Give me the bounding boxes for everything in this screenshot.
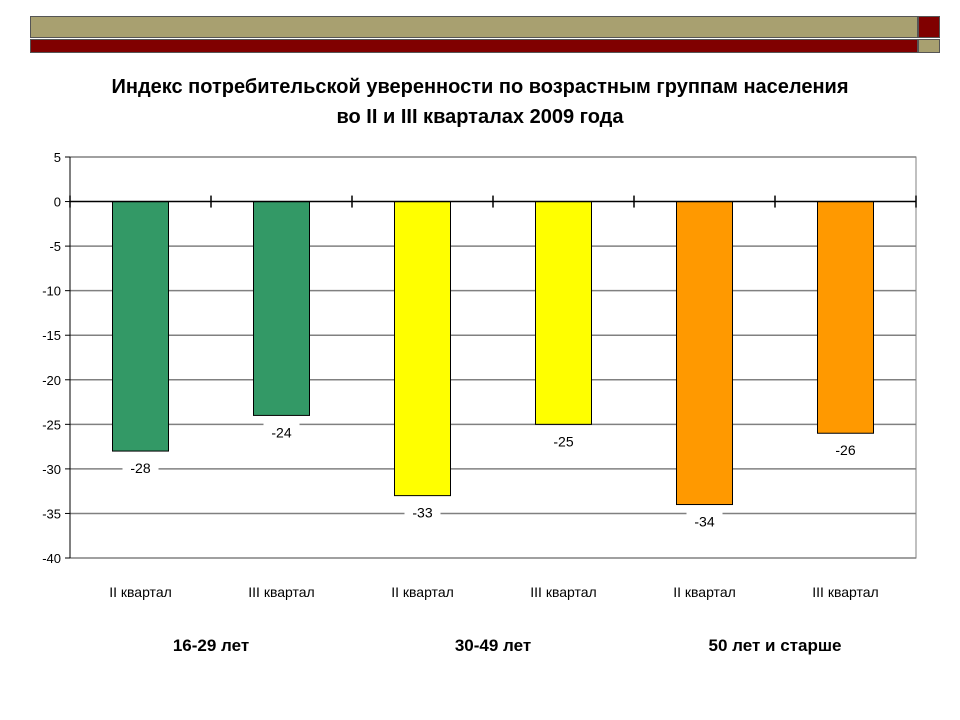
y-tick-label: 5 xyxy=(54,150,61,165)
y-tick-label: -10 xyxy=(42,284,61,299)
bar xyxy=(535,201,592,425)
y-tick-label: -15 xyxy=(42,328,61,343)
bar xyxy=(676,201,733,506)
header-decor-olive-bar xyxy=(30,16,918,38)
x-category-label: III квартал xyxy=(530,584,596,600)
value-label-bg xyxy=(686,511,723,532)
header-decor-olive-square xyxy=(918,39,940,53)
chart-title: Индекс потребительской уверенности по во… xyxy=(111,76,849,98)
y-tick-label: -20 xyxy=(42,373,61,388)
value-label: -24 xyxy=(271,424,291,440)
x-category-label: II квартал xyxy=(391,584,454,600)
value-label-bg xyxy=(545,431,582,452)
group-label: 30-49 лет xyxy=(455,636,531,655)
bar xyxy=(253,201,310,416)
header-decor-maroon-square xyxy=(918,16,940,38)
x-category-label: II квартал xyxy=(673,584,736,600)
y-tick-label: -40 xyxy=(42,551,61,566)
chart-title-block: Индекс потребительской уверенности по во… xyxy=(0,72,960,132)
header-decor-maroon-bar xyxy=(30,39,918,53)
x-category-label: II квартал xyxy=(109,584,172,600)
value-label-bg xyxy=(263,422,300,443)
group-label: 50 лет и старше xyxy=(709,636,842,655)
value-label: -25 xyxy=(553,433,573,449)
value-label-bg xyxy=(404,502,441,523)
value-label: -28 xyxy=(130,460,150,476)
value-label: -34 xyxy=(694,514,714,530)
value-label-bg xyxy=(122,458,159,479)
value-label: -33 xyxy=(412,505,432,521)
y-tick-label: -30 xyxy=(42,462,61,477)
y-tick-label: -25 xyxy=(42,417,61,432)
group-label: 16-29 лет xyxy=(173,636,249,655)
chart-subtitle: во II и III кварталах 2009 года xyxy=(336,106,624,128)
bar xyxy=(817,201,874,434)
y-tick-label: -35 xyxy=(42,506,61,521)
y-tick-label: -5 xyxy=(49,239,61,254)
x-category-label: III квартал xyxy=(812,584,878,600)
y-tick-label: 0 xyxy=(54,195,61,210)
plot-area xyxy=(69,156,917,559)
value-label: -26 xyxy=(835,442,855,458)
x-category-label: III квартал xyxy=(248,584,314,600)
bar xyxy=(112,201,169,452)
bar xyxy=(394,201,451,497)
value-label-bg xyxy=(827,440,864,461)
